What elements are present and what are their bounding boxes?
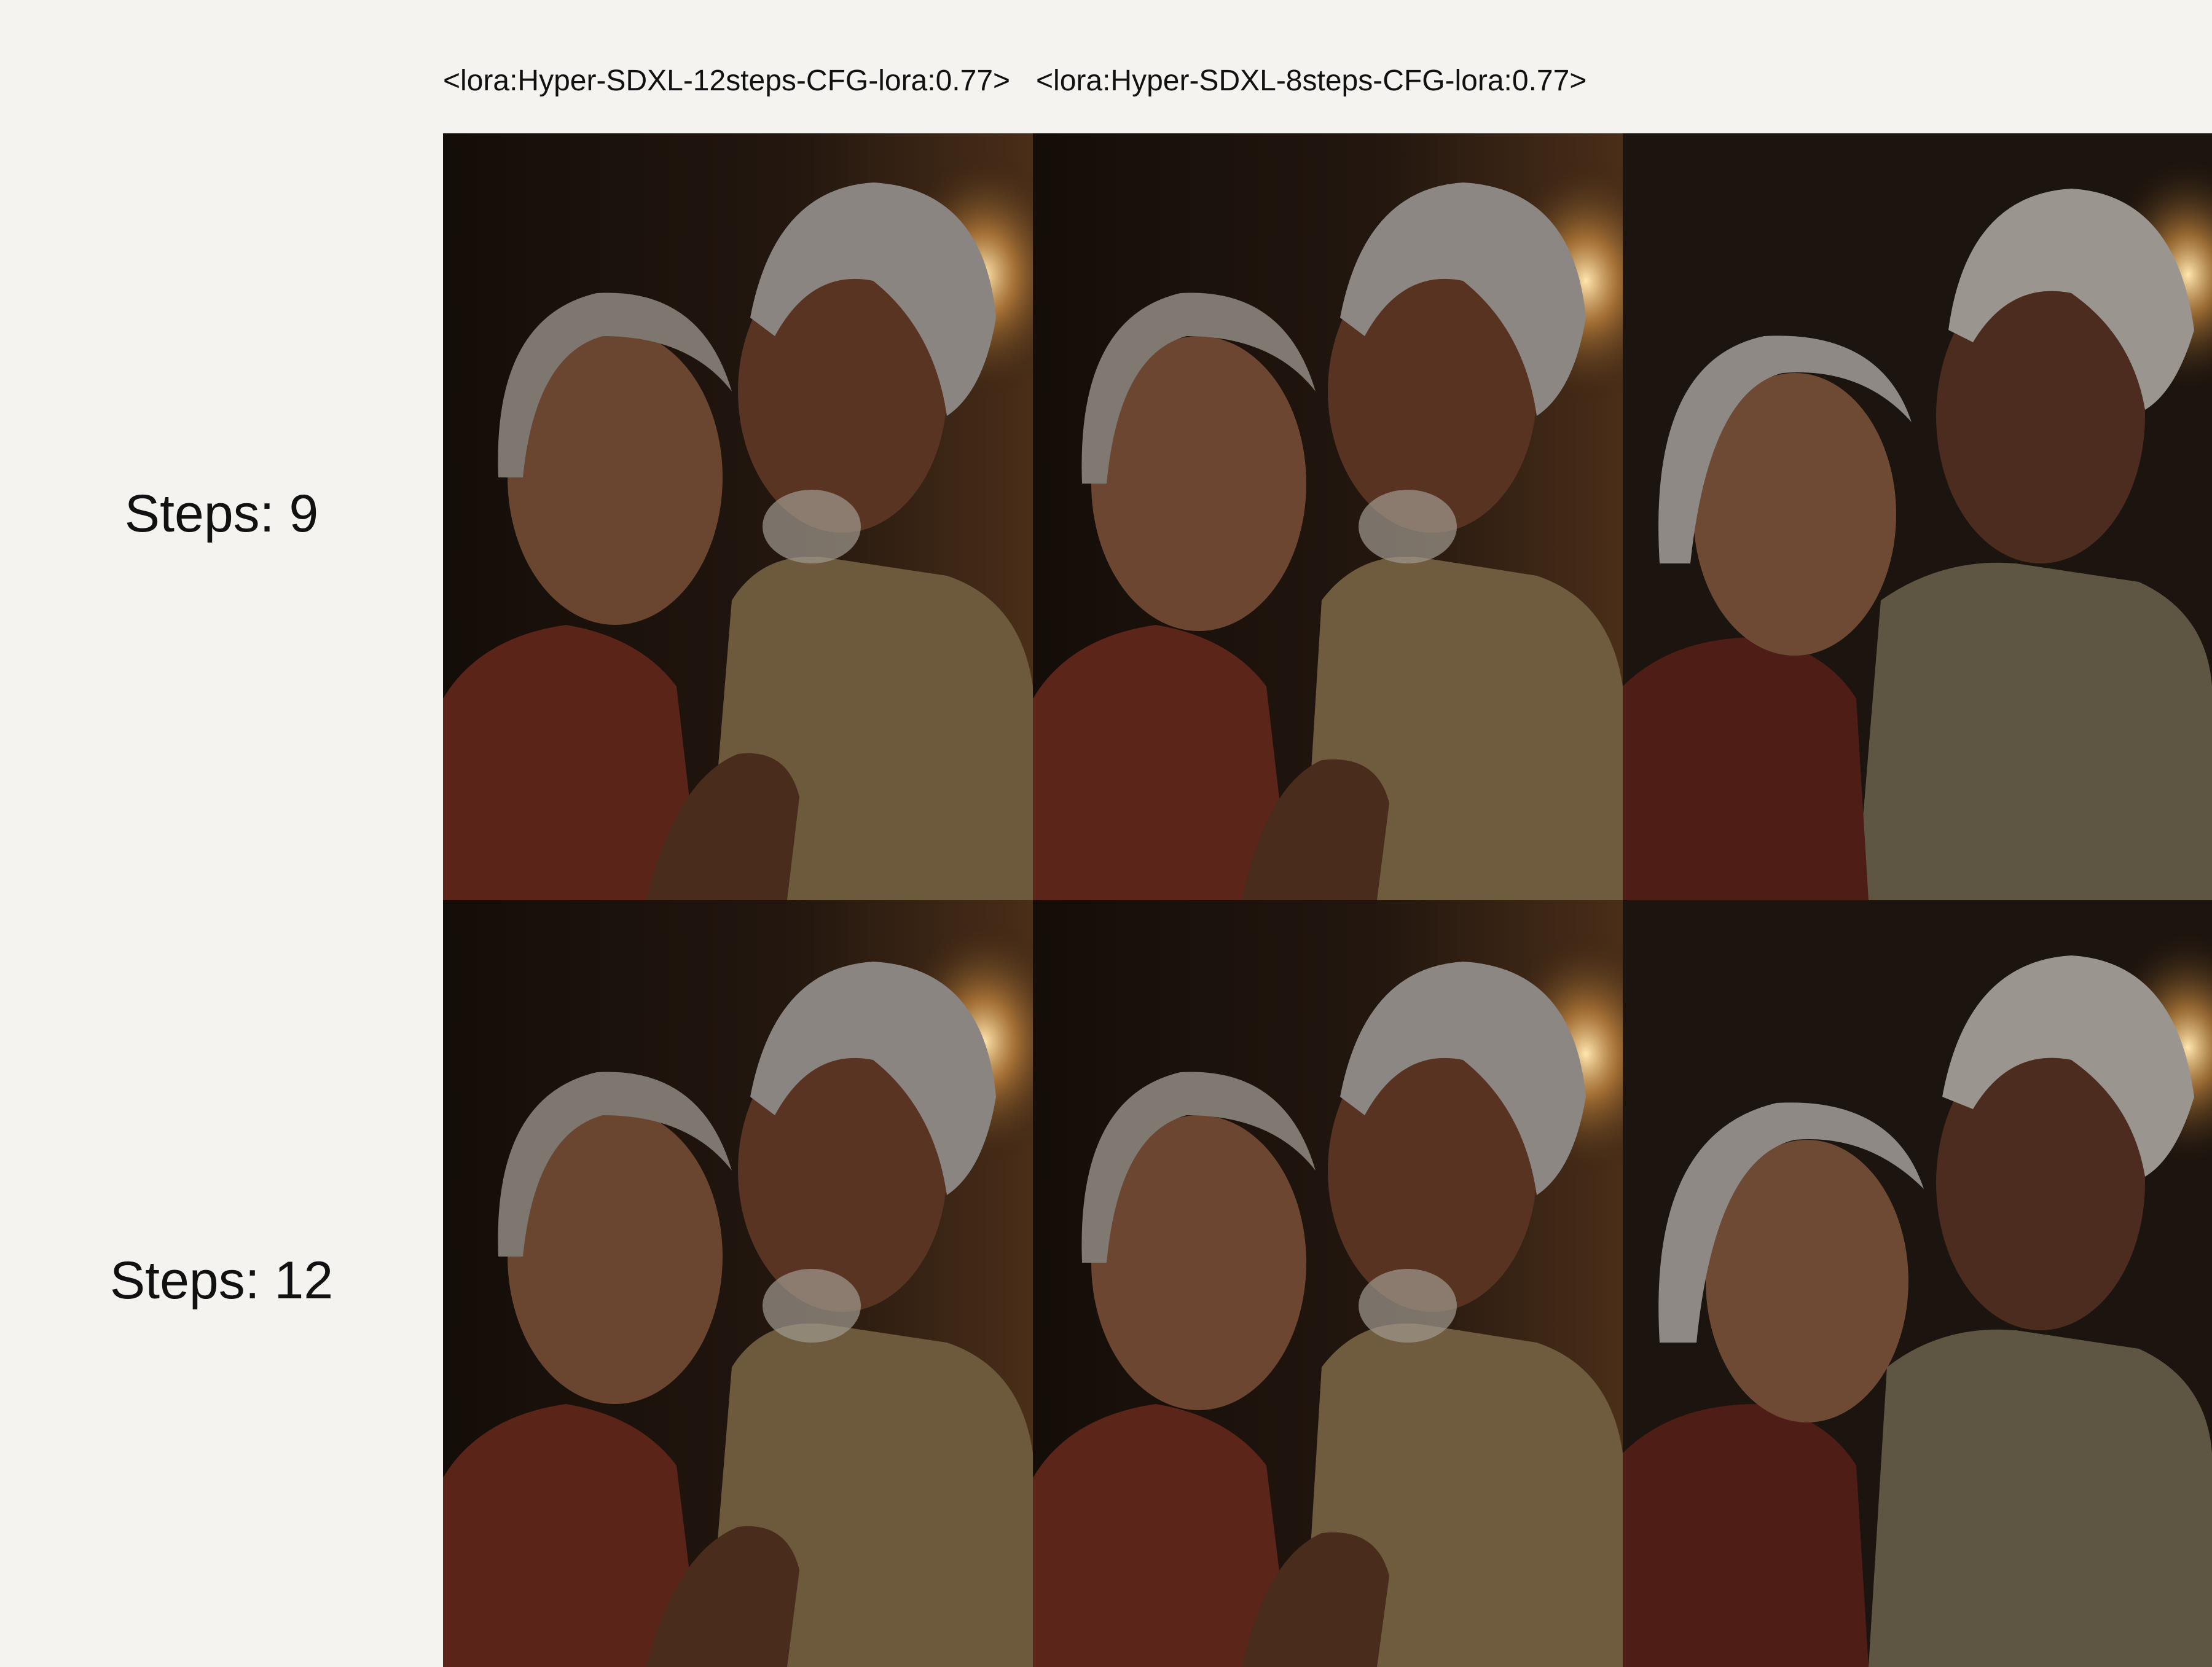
- image-cell-r1-c1: [443, 133, 1033, 900]
- column-header-12steps-lora: <lora:Hyper-SDXL-12steps-CFG-lora:0.77>: [443, 65, 1011, 97]
- image-cell-r2-c2: [1033, 900, 1623, 1667]
- image-cell-r2-c1: [443, 900, 1033, 1667]
- image-cell-r1-c2: [1033, 133, 1623, 900]
- image-grid: [443, 133, 2212, 1667]
- row-label-steps-9: Steps: 9: [124, 484, 319, 543]
- row-label-steps-12: Steps: 12: [109, 1251, 334, 1310]
- column-header-8steps-lora: <lora:Hyper-SDXL-8steps-CFG-lora:0.77>: [1036, 65, 1587, 97]
- image-cell-r1-c3: [1623, 133, 2212, 900]
- image-cell-r2-c3: [1623, 900, 2212, 1667]
